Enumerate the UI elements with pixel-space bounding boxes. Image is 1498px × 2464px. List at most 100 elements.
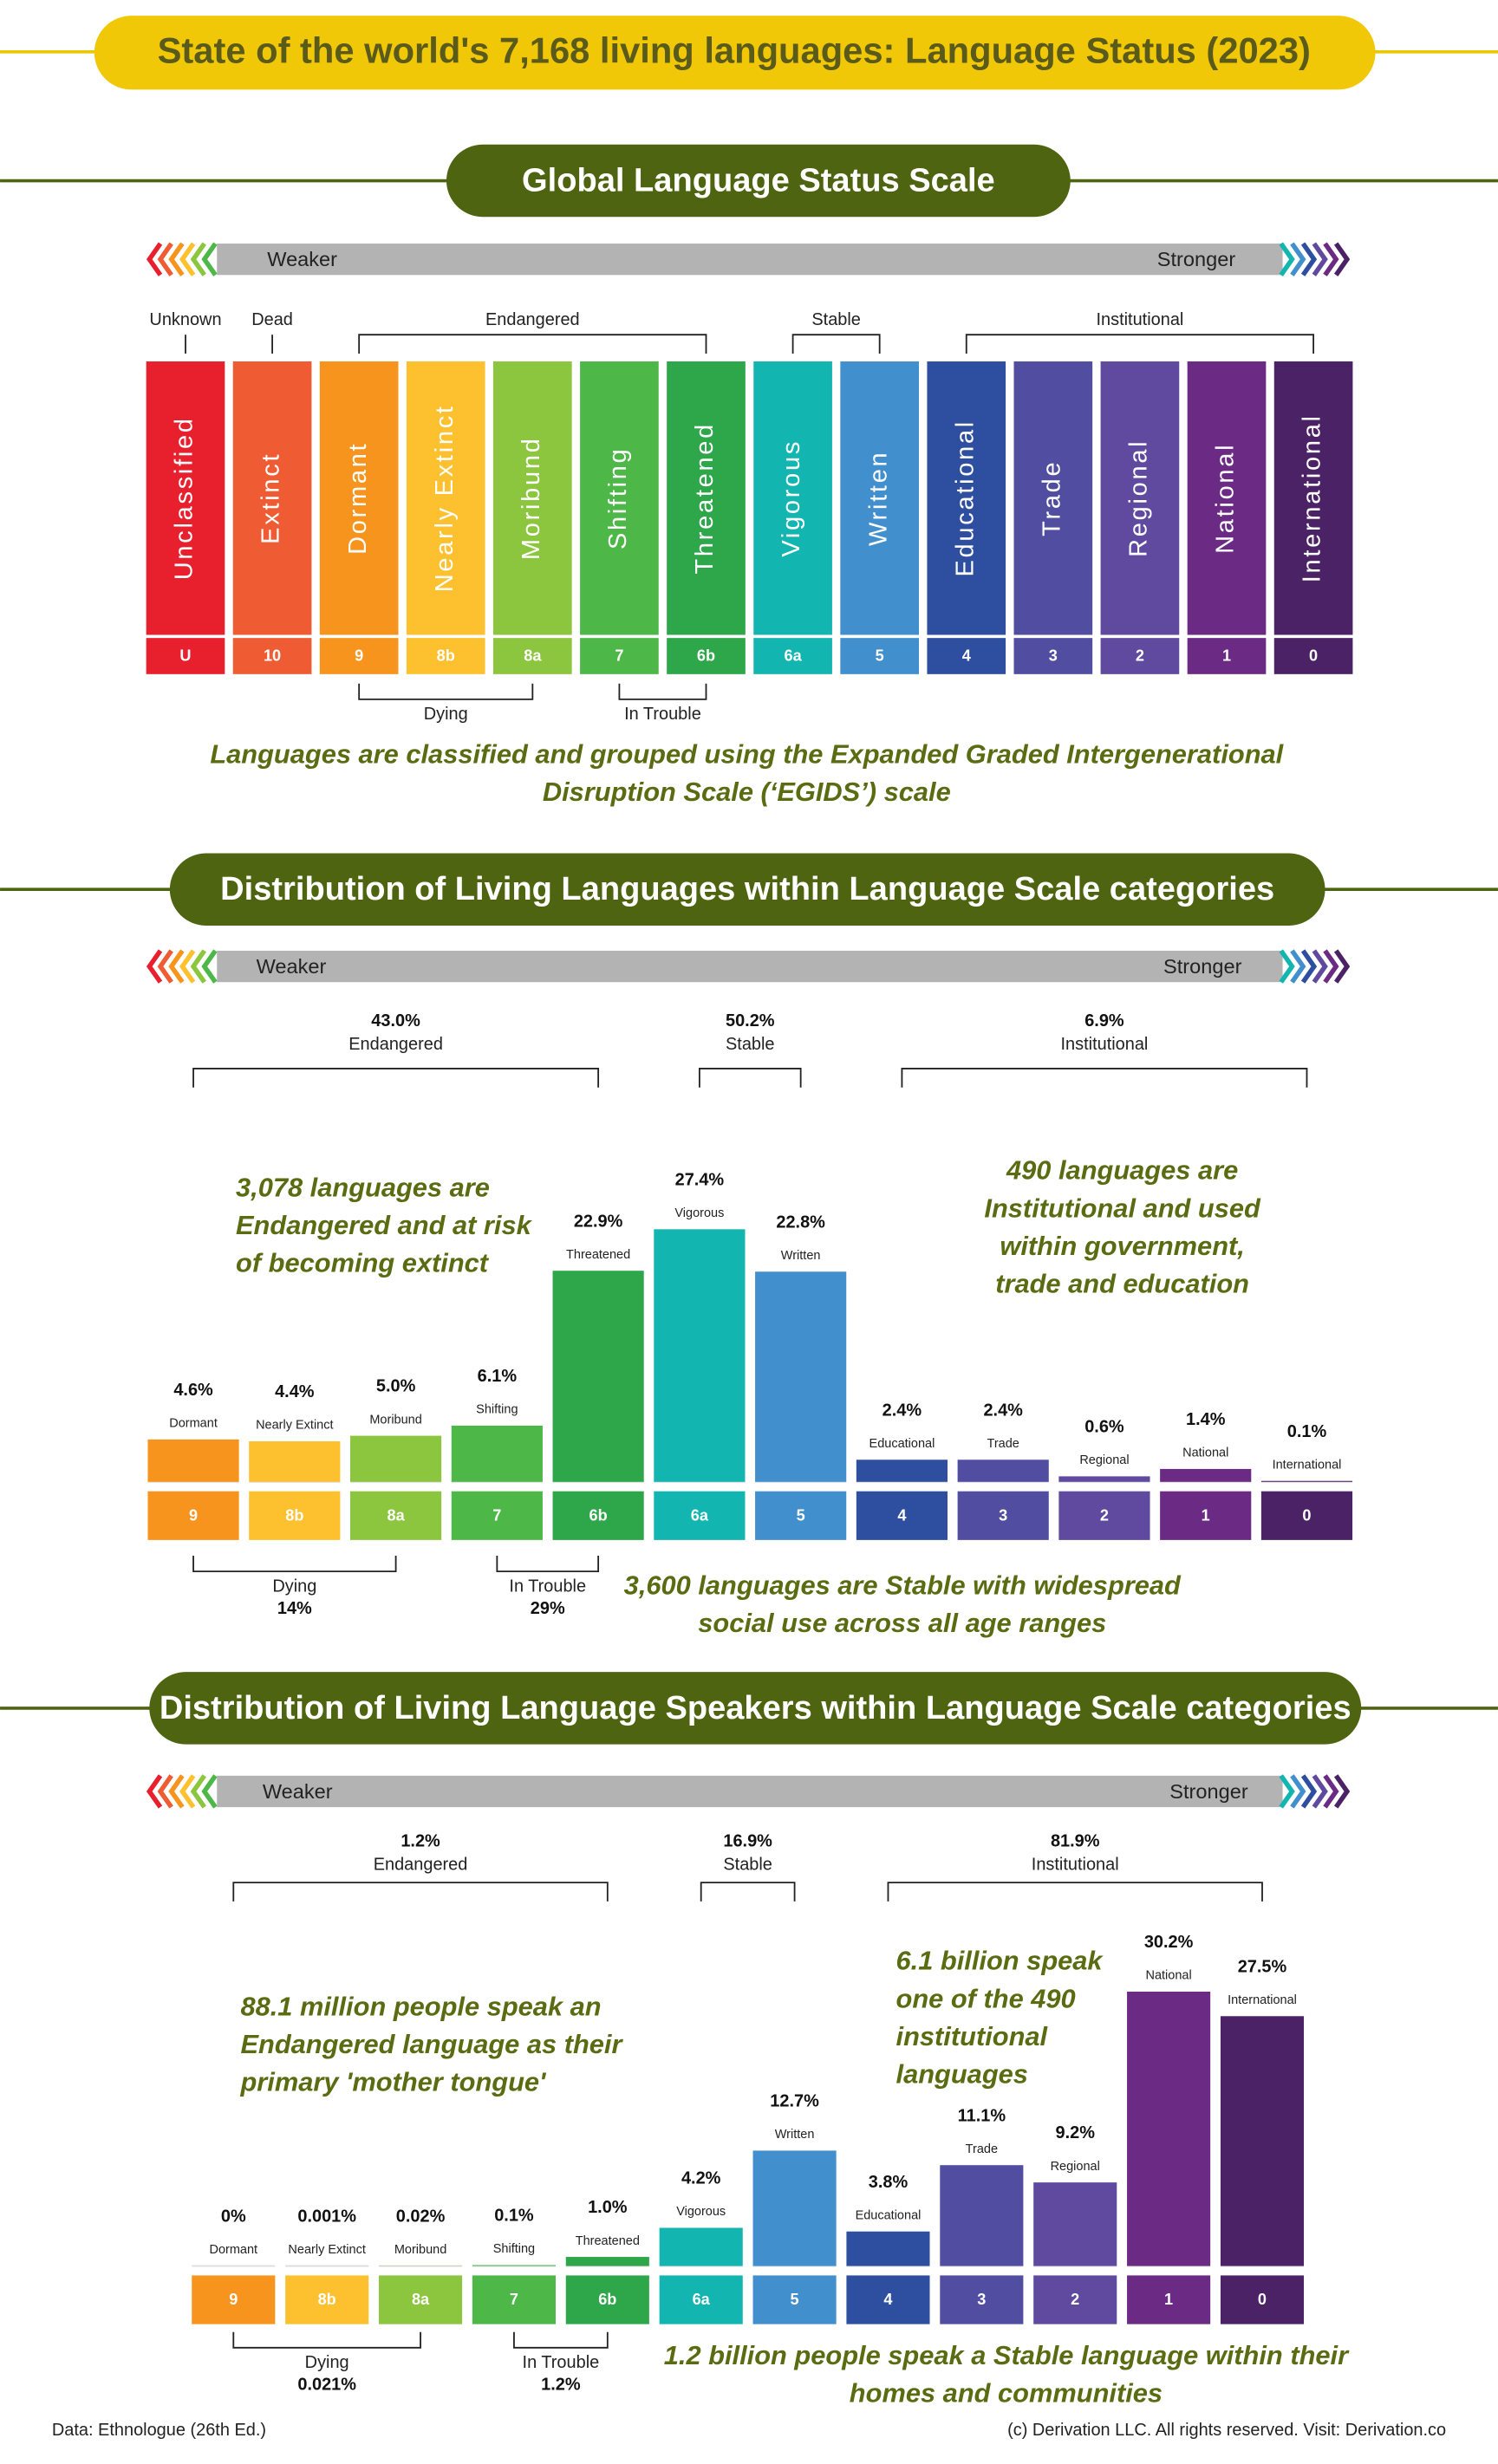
- annotation: 1.2 billion people speak a Stable langua…: [664, 2340, 1350, 2370]
- chevron: [1279, 242, 1295, 276]
- code-label: 5: [797, 1506, 805, 1524]
- group-label: Institutional: [1096, 310, 1183, 329]
- bar: [846, 2231, 930, 2266]
- category-label: National: [1182, 1447, 1228, 1460]
- level-code: 5: [876, 647, 884, 665]
- caption: Languages are classified and grouped usi…: [210, 738, 1284, 769]
- chevron: [168, 949, 185, 984]
- weaker-label: Weaker: [263, 1780, 333, 1803]
- bracket: [901, 1068, 1308, 1088]
- code-box: [927, 638, 1006, 674]
- code-box: [856, 1491, 948, 1540]
- code-label: 2: [1100, 1506, 1109, 1524]
- chevron: [201, 949, 218, 984]
- level-name: Educational: [951, 419, 979, 576]
- chevron: [190, 1774, 206, 1809]
- group-label: Dead: [251, 310, 293, 329]
- category-label: National: [1146, 1969, 1192, 1983]
- code-box: [752, 2275, 837, 2324]
- annotation: trade and education: [995, 1268, 1249, 1298]
- subgroup-label: Dying: [424, 705, 468, 724]
- bar: [940, 2165, 1024, 2266]
- section-pill: [446, 144, 1071, 218]
- weaker-label: Weaker: [267, 248, 337, 270]
- code-box: [667, 638, 746, 674]
- code-box: [1273, 638, 1353, 674]
- bar: [654, 1229, 746, 1482]
- category-label: Nearly Extinct: [256, 1419, 333, 1433]
- stronger-label: Stronger: [1169, 1780, 1248, 1803]
- code-box: [552, 1491, 644, 1540]
- group-label: Institutional: [1032, 1855, 1119, 1874]
- bar: [957, 1460, 1049, 1482]
- code-label: 3: [977, 2291, 986, 2308]
- chevron: [146, 949, 163, 984]
- group-label: Stable: [726, 1035, 775, 1054]
- value-label: 2.4%: [983, 1401, 1023, 1420]
- level-name: Written: [864, 451, 892, 546]
- value-label: 11.1%: [958, 2106, 1006, 2125]
- chevron: [157, 242, 173, 276]
- value-label: 0%: [221, 2207, 246, 2227]
- subgroup-label: In Trouble: [624, 705, 701, 724]
- chevron: [1323, 949, 1339, 984]
- code-box: [379, 2275, 463, 2324]
- category-label: Educational: [869, 1437, 935, 1451]
- code-label: 6b: [598, 2291, 616, 2308]
- category-label: Vigorous: [674, 1206, 724, 1220]
- value-label: 0.001%: [297, 2207, 356, 2227]
- category-label: Written: [781, 1249, 821, 1263]
- group-label: Endangered: [374, 1855, 468, 1874]
- subgroup-label: Dying: [272, 1577, 316, 1596]
- code-box: [232, 638, 312, 674]
- code-box: [1187, 638, 1267, 674]
- value-label: 4.2%: [681, 2169, 721, 2188]
- code-label: 6b: [589, 1506, 608, 1524]
- annotation: 490 languages are: [1006, 1155, 1238, 1186]
- level-code: 10: [264, 647, 281, 665]
- category-label: Shifting: [493, 2242, 535, 2256]
- bracket: [698, 1068, 802, 1088]
- code-box: [654, 1491, 746, 1540]
- bar: [249, 1440, 341, 1482]
- code-label: 8b: [285, 1506, 303, 1524]
- value-label: 22.8%: [776, 1212, 825, 1232]
- bar: [350, 1435, 442, 1482]
- code-label: 4: [897, 1506, 906, 1524]
- annotation: institutional: [896, 2021, 1049, 2051]
- level-code: 9: [355, 647, 363, 665]
- level-code: 1: [1222, 647, 1231, 665]
- category-label: Shifting: [476, 1403, 518, 1417]
- value-label: 0.02%: [396, 2207, 446, 2226]
- bracket: [887, 1882, 1263, 1902]
- level-code: 8a: [524, 647, 542, 665]
- code-box: [755, 1491, 847, 1540]
- chevron: [168, 242, 185, 276]
- annotation: 3,600 languages are Stable with widespre…: [624, 1570, 1182, 1600]
- code-box: [846, 2275, 930, 2324]
- code-box: [451, 1491, 543, 1540]
- annotation: 3,078 languages are: [236, 1173, 490, 1203]
- strength-bar: [217, 950, 1283, 983]
- chevron: [190, 242, 206, 276]
- stronger-label: Stronger: [1157, 248, 1236, 270]
- bar: [755, 1271, 847, 1482]
- category-label: International: [1228, 1993, 1297, 2007]
- chevron: [157, 1774, 173, 1809]
- category-label: Nearly Extinct: [288, 2243, 365, 2257]
- code-label: 0: [1302, 1506, 1311, 1524]
- category-label: International: [1273, 1458, 1342, 1472]
- source: Data: Ethnologue (26th Ed.): [52, 2421, 266, 2440]
- value-label: 30.2%: [1144, 1933, 1194, 1952]
- level-name: Threatened: [691, 422, 719, 575]
- chevron: [1290, 242, 1306, 276]
- bracket: [192, 1556, 397, 1573]
- value-label: 5.0%: [376, 1377, 416, 1396]
- code-box: [1127, 2275, 1211, 2324]
- weaker-label: Weaker: [257, 955, 327, 978]
- level-code: 6a: [785, 647, 803, 665]
- annotation: languages: [896, 2058, 1028, 2089]
- code-label: 9: [189, 1506, 198, 1524]
